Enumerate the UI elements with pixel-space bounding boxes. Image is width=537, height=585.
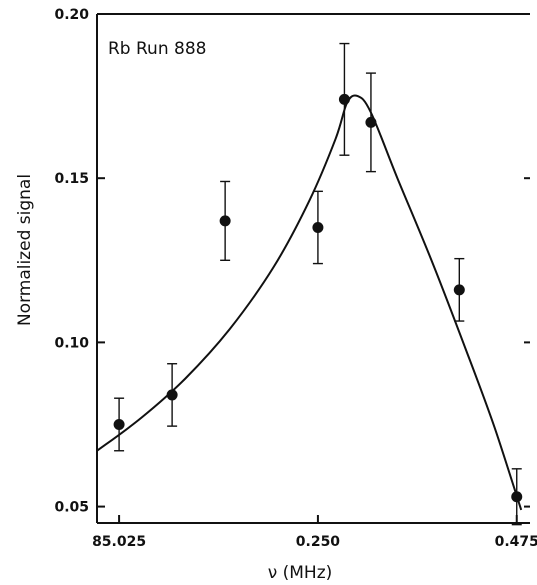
- data-point-group: [166, 363, 178, 427]
- data-point: [219, 215, 231, 227]
- data-point-group: [219, 180, 231, 261]
- data-point-group: [453, 257, 465, 322]
- y-tick-label: 0.10: [54, 335, 89, 351]
- data-point: [338, 93, 350, 105]
- y-tick-label: 0.20: [54, 7, 89, 23]
- data-point-group: [312, 190, 324, 265]
- plot-frame: [96, 13, 530, 524]
- data-point: [113, 418, 125, 430]
- data-point-group: [113, 397, 125, 452]
- y-axis-label: Normalized signal: [15, 174, 35, 326]
- data-point: [511, 491, 523, 503]
- x-tick-label: 0.475: [495, 534, 537, 550]
- x-axis-label: ν (MHz): [268, 563, 333, 583]
- y-axis-ticks: 0.05 0.10 0.15 0.20: [54, 7, 530, 516]
- x-axis-ticks: 85.025 0.250 0.475: [92, 515, 537, 550]
- y-tick-label: 0.15: [54, 171, 89, 187]
- data-points: [113, 42, 523, 526]
- chart-title: Rb Run 888: [108, 39, 206, 59]
- data-point: [312, 221, 324, 233]
- x-tick-label: 85.025: [92, 534, 146, 550]
- data-point: [365, 116, 377, 128]
- data-point: [166, 389, 178, 401]
- data-point-group: [511, 468, 523, 526]
- data-point: [453, 284, 465, 296]
- y-tick-label: 0.05: [54, 500, 89, 516]
- data-point-group: [338, 42, 350, 156]
- fit-curve: [96, 94, 523, 511]
- x-tick-label: 0.250: [296, 534, 341, 550]
- data-point-group: [365, 72, 377, 173]
